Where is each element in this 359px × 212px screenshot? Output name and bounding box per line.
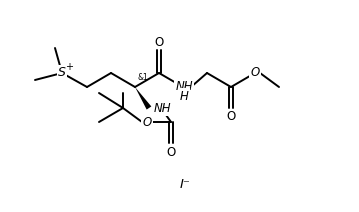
Text: H: H xyxy=(180,89,188,102)
Text: O: O xyxy=(166,145,176,159)
Polygon shape xyxy=(135,87,151,110)
Text: O: O xyxy=(154,35,164,49)
Text: I⁻: I⁻ xyxy=(180,179,190,191)
Text: +: + xyxy=(65,62,73,72)
Text: NH: NH xyxy=(175,81,193,93)
Text: O: O xyxy=(143,116,151,128)
Text: O: O xyxy=(227,110,236,124)
Text: &1: &1 xyxy=(138,73,149,81)
Text: NH: NH xyxy=(154,102,172,114)
Text: S: S xyxy=(58,67,66,80)
Text: O: O xyxy=(250,67,260,80)
